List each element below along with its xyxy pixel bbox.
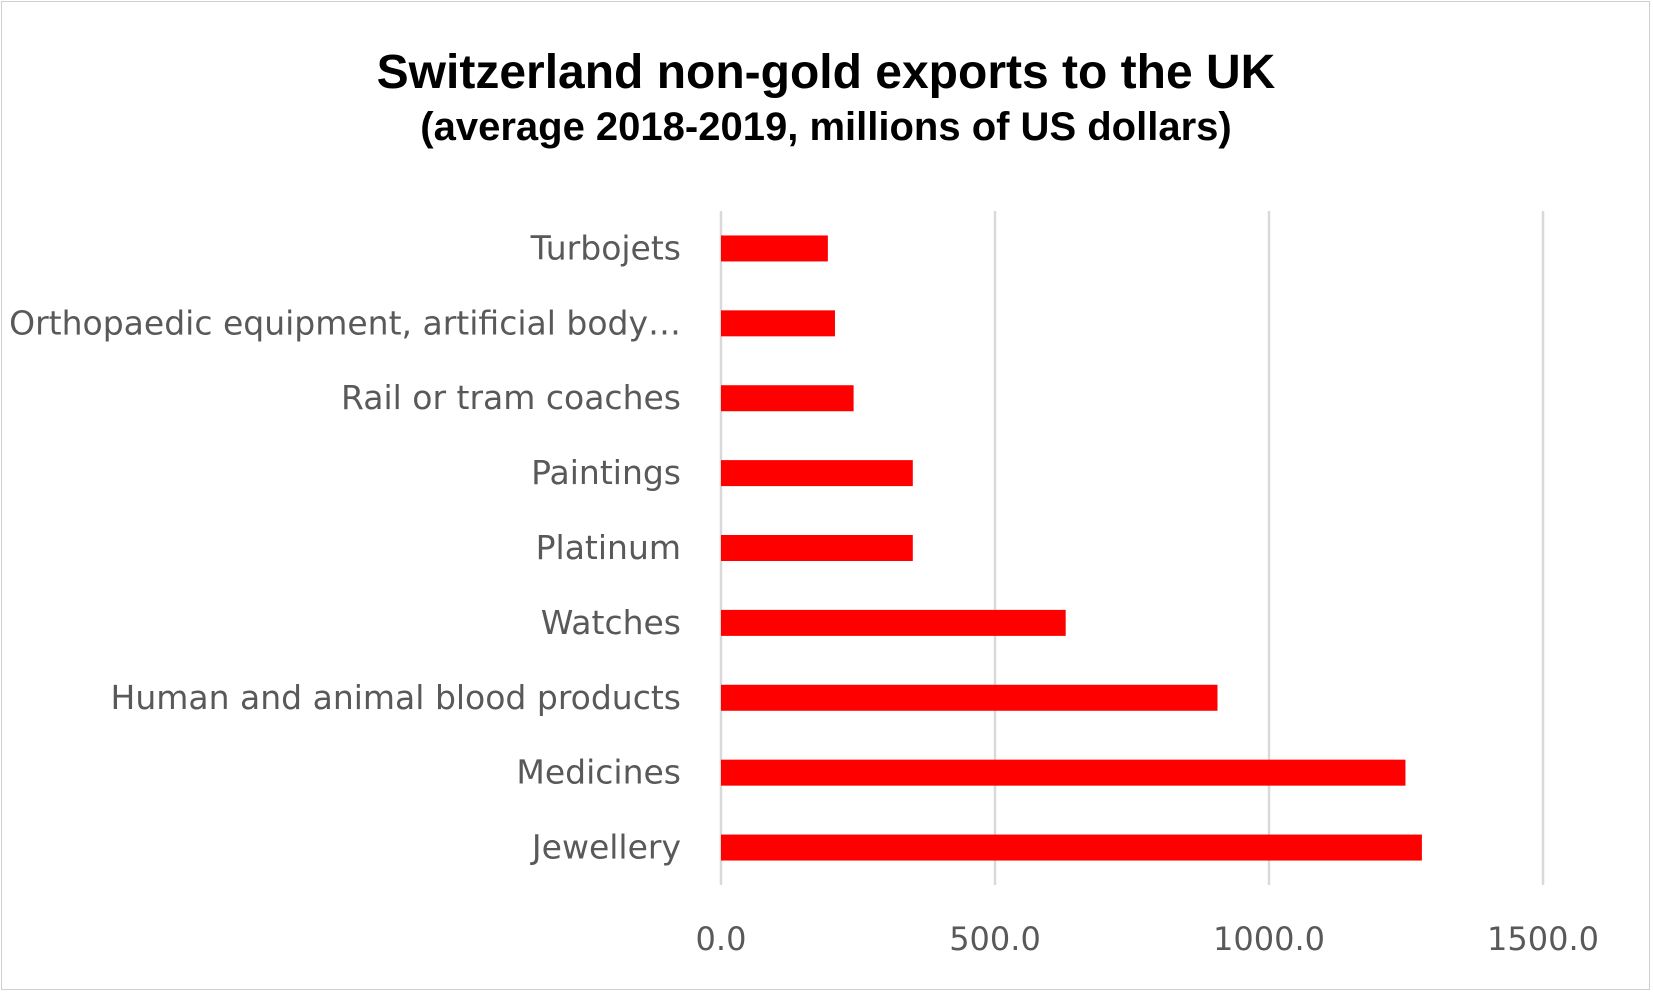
category-label: Watches xyxy=(541,603,681,642)
bar-jewellery xyxy=(721,834,1422,861)
category-label: Paintings xyxy=(531,453,681,492)
x-tick-label: 1000.0 xyxy=(1213,920,1325,958)
category-label: Turbojets xyxy=(530,228,681,267)
bar-medicines xyxy=(721,759,1406,786)
chart-title: Switzerland non-gold exports to the UK xyxy=(377,46,1276,99)
category-label: Medicines xyxy=(516,753,681,792)
bar-human-and-animal-blood-products xyxy=(721,684,1218,711)
bar-paintings xyxy=(721,460,913,487)
bar-rail-or-tram-coaches xyxy=(721,385,854,412)
x-tick-label: 500.0 xyxy=(949,920,1041,958)
bar-turbojets xyxy=(721,235,828,262)
bar-platinum xyxy=(721,535,913,561)
category-label: Orthopaedic equipment, artificial body… xyxy=(9,303,681,342)
bar-orthopaedic-equipment-artificial-body xyxy=(721,310,835,337)
bar-watches xyxy=(721,609,1066,636)
chart-subtitle: (average 2018-2019, millions of US dolla… xyxy=(420,105,1231,149)
category-label: Platinum xyxy=(536,528,681,567)
x-tick-label: 1500.0 xyxy=(1487,920,1599,958)
category-label: Rail or tram coaches xyxy=(341,378,681,417)
category-label: Jewellery xyxy=(530,828,681,867)
x-tick-label: 0.0 xyxy=(696,920,747,958)
category-label: Human and animal blood products xyxy=(111,678,681,717)
